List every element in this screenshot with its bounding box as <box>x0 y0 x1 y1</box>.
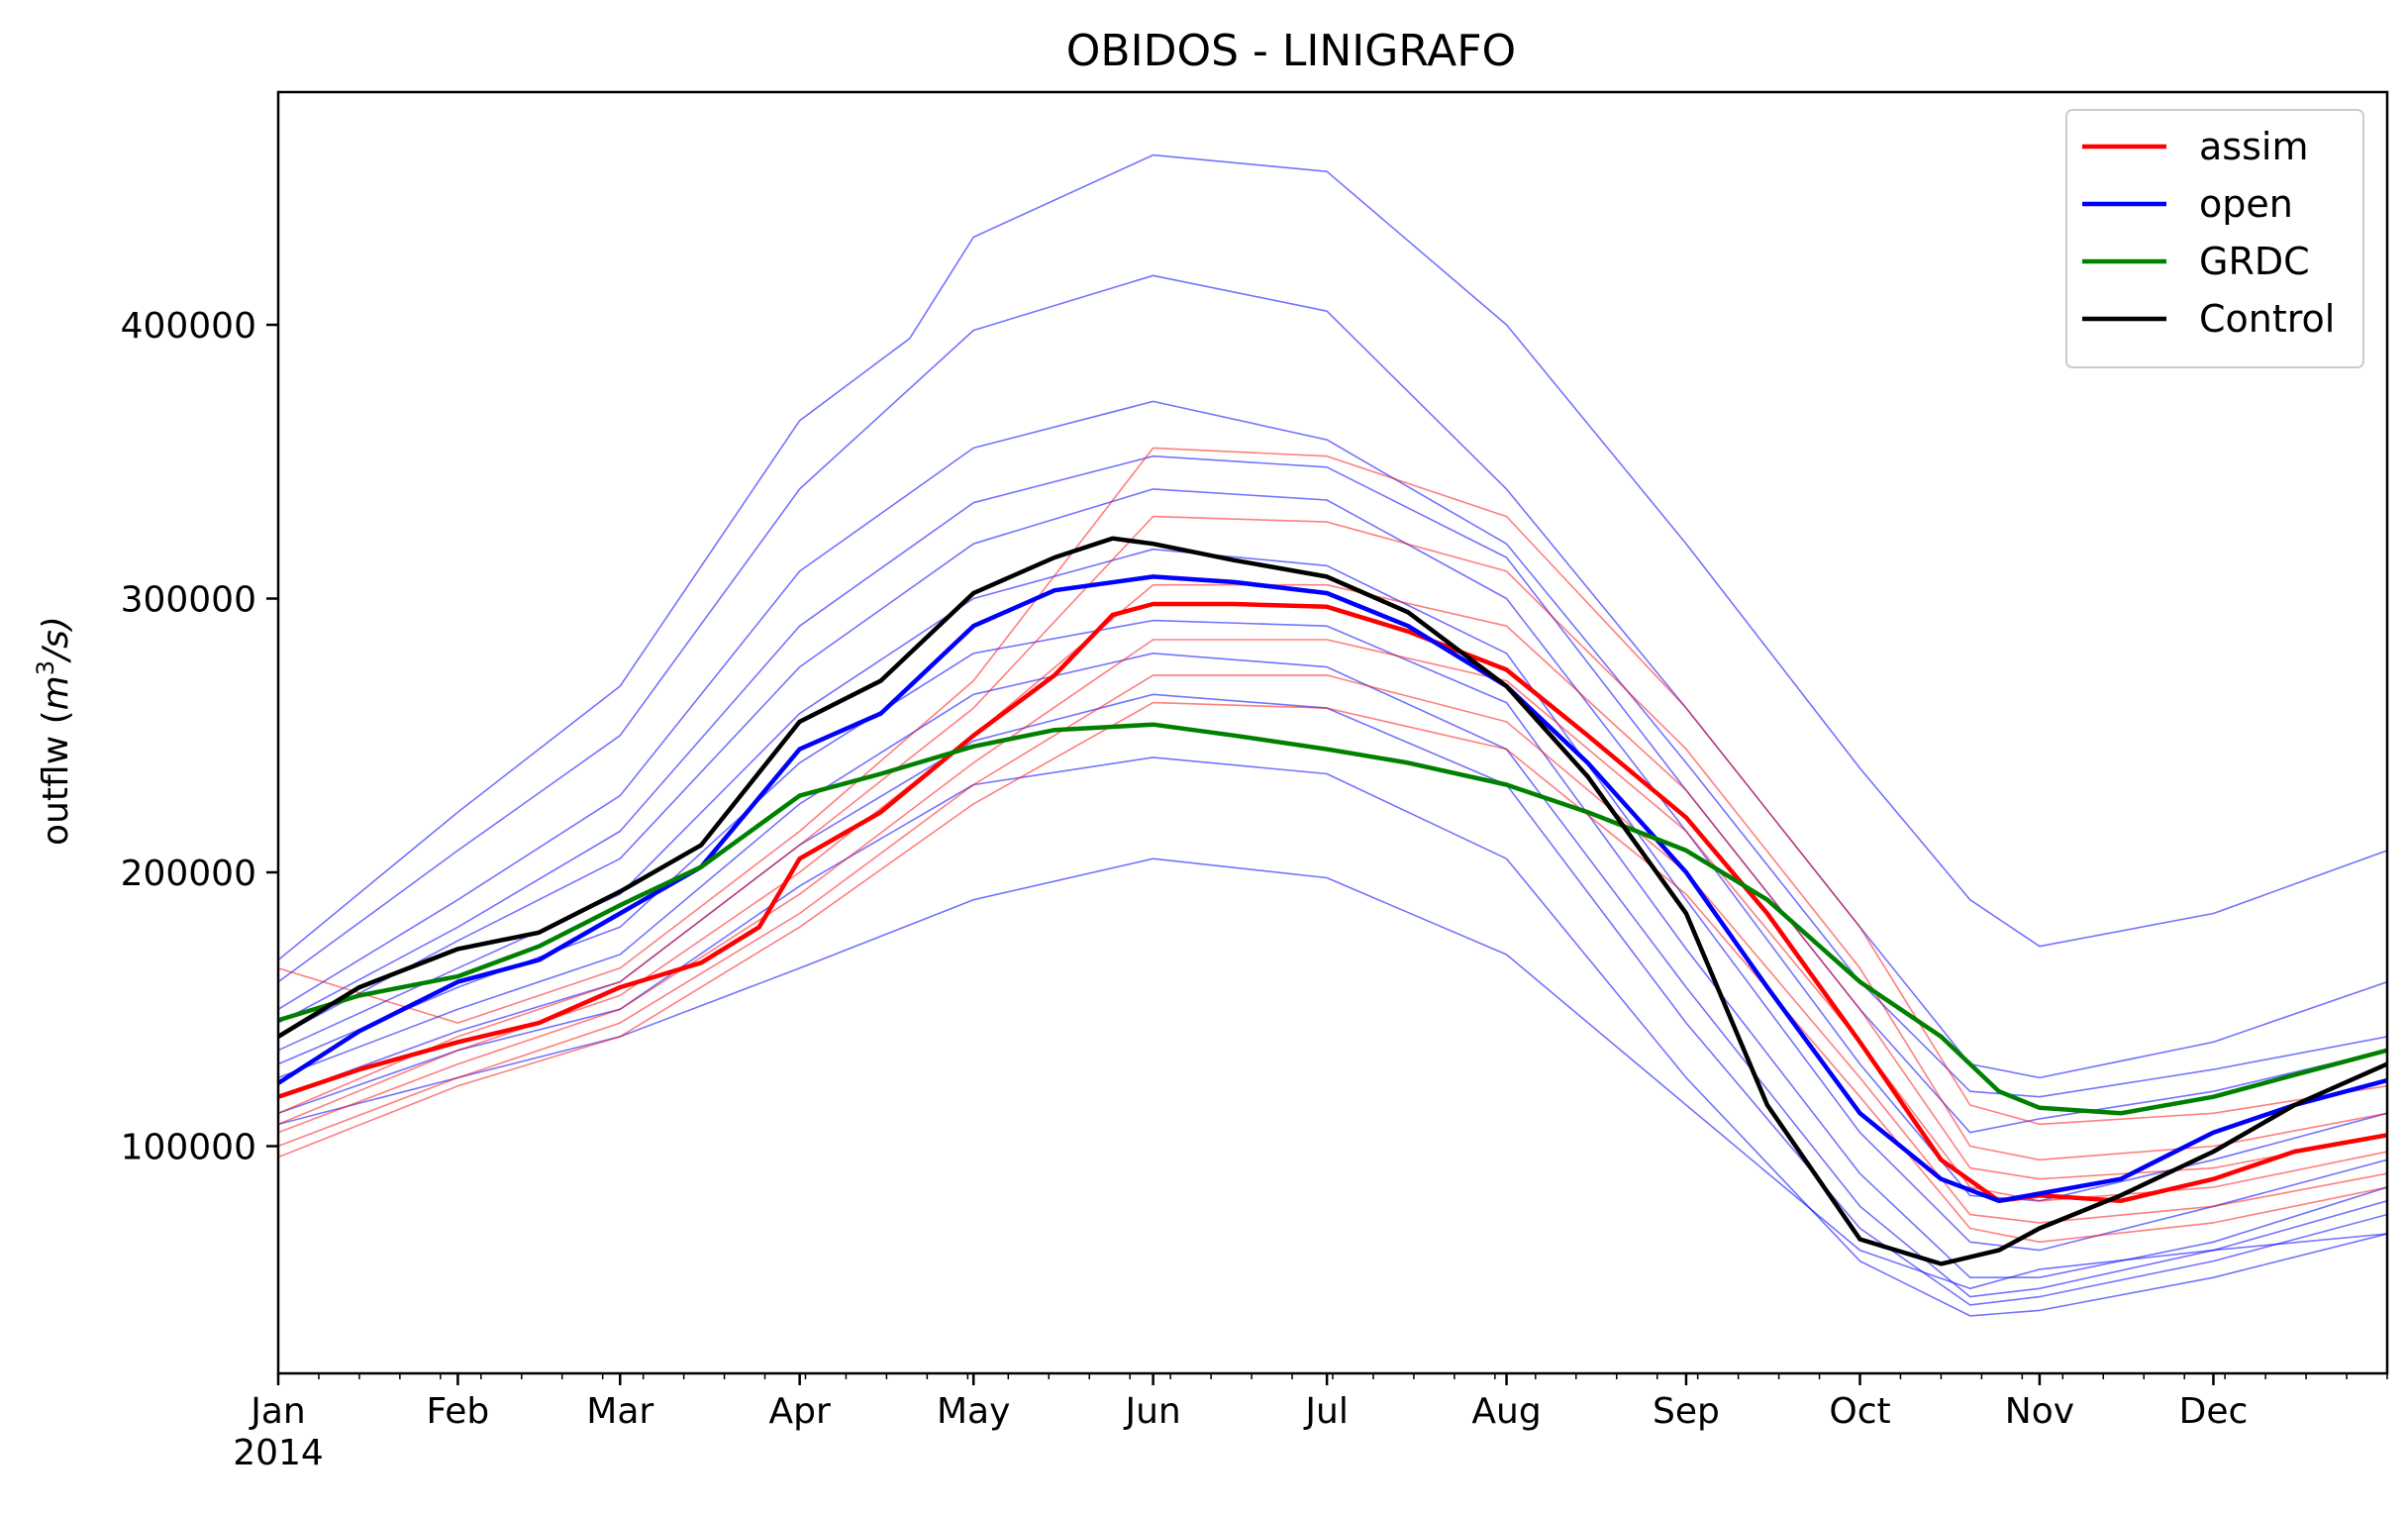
y-tick-label-100000: 100000 <box>121 1128 256 1168</box>
y-tick-label-200000: 200000 <box>121 854 256 894</box>
x-tick-label-jan: Jan <box>249 1391 306 1432</box>
y-tick-label-300000: 300000 <box>121 580 256 621</box>
open-ensemble-members <box>278 153 2387 1317</box>
x-tick-label-apr: Apr <box>769 1391 831 1432</box>
open-member-line-1 <box>278 153 2387 961</box>
y-axis: 100000 200000 300000 400000 <box>121 306 278 1168</box>
x-axis: Jan Feb Mar Apr May Jun Jul Aug Sep Oct Nov Dec 2014 <box>233 1373 2388 1473</box>
assim-member-line-5 <box>278 674 2387 1224</box>
main-series <box>278 536 2387 1266</box>
open-member-line-11 <box>278 857 2387 1290</box>
legend-label-assim: assim <box>2199 125 2308 168</box>
series-line-grdc <box>278 722 2387 1116</box>
open-member-line-6 <box>278 548 2387 1252</box>
x-tick-label-aug: Aug <box>1471 1391 1541 1432</box>
x-tick-label-oct: Oct <box>1829 1391 1890 1432</box>
x-year-label: 2014 <box>233 1433 324 1473</box>
x-tick-label-sep: Sep <box>1653 1391 1720 1432</box>
x-tick-label-jul: Jul <box>1303 1391 1348 1432</box>
series-line-control <box>278 536 2387 1266</box>
open-member-line-10 <box>278 756 2387 1317</box>
legend-label-grdc: GRDC <box>2199 240 2310 283</box>
legend: assim open GRDC Control <box>2065 109 2364 368</box>
assim-member-line-3 <box>278 583 2387 1180</box>
assim-member-line-1 <box>278 447 2387 1126</box>
x-tick-label-nov: Nov <box>2005 1391 2074 1432</box>
x-tick-label-feb: Feb <box>427 1391 490 1432</box>
y-axis-label-sup: 3 <box>32 660 59 675</box>
x-tick-label-jun: Jun <box>1123 1391 1180 1432</box>
chart-title: OBIDOS - LINIGRAFO <box>1066 26 1516 76</box>
assim-member-line-2 <box>278 515 2387 1161</box>
open-member-line-2 <box>278 274 2387 1079</box>
y-axis-label-main: outflw ( <box>36 710 76 846</box>
y-axis-label: outflw (m3/s) <box>32 616 76 846</box>
open-member-line-3 <box>278 400 2387 1098</box>
x-tick-label-may: May <box>937 1391 1010 1432</box>
legend-label-control: Control <box>2199 297 2335 341</box>
series-line-open <box>278 574 2387 1204</box>
legend-label-open: open <box>2199 182 2293 226</box>
legend-frame <box>2065 109 2364 368</box>
x-tick-label-mar: Mar <box>586 1391 653 1432</box>
open-member-line-8 <box>278 653 2387 1298</box>
open-member-line-5 <box>278 488 2387 1202</box>
x-tick-label-dec: Dec <box>2179 1391 2249 1432</box>
assim-ensemble-members <box>278 447 2387 1244</box>
y-axis-label-rest: /s) <box>36 616 76 663</box>
assim-member-line-6 <box>278 701 2387 1244</box>
y-axis-label-m: m <box>36 675 76 710</box>
svg-text:outflw (m3/s): outflw (m3/s) <box>32 616 76 846</box>
open-member-line-7 <box>278 619 2387 1278</box>
y-tick-label-400000: 400000 <box>121 306 256 347</box>
